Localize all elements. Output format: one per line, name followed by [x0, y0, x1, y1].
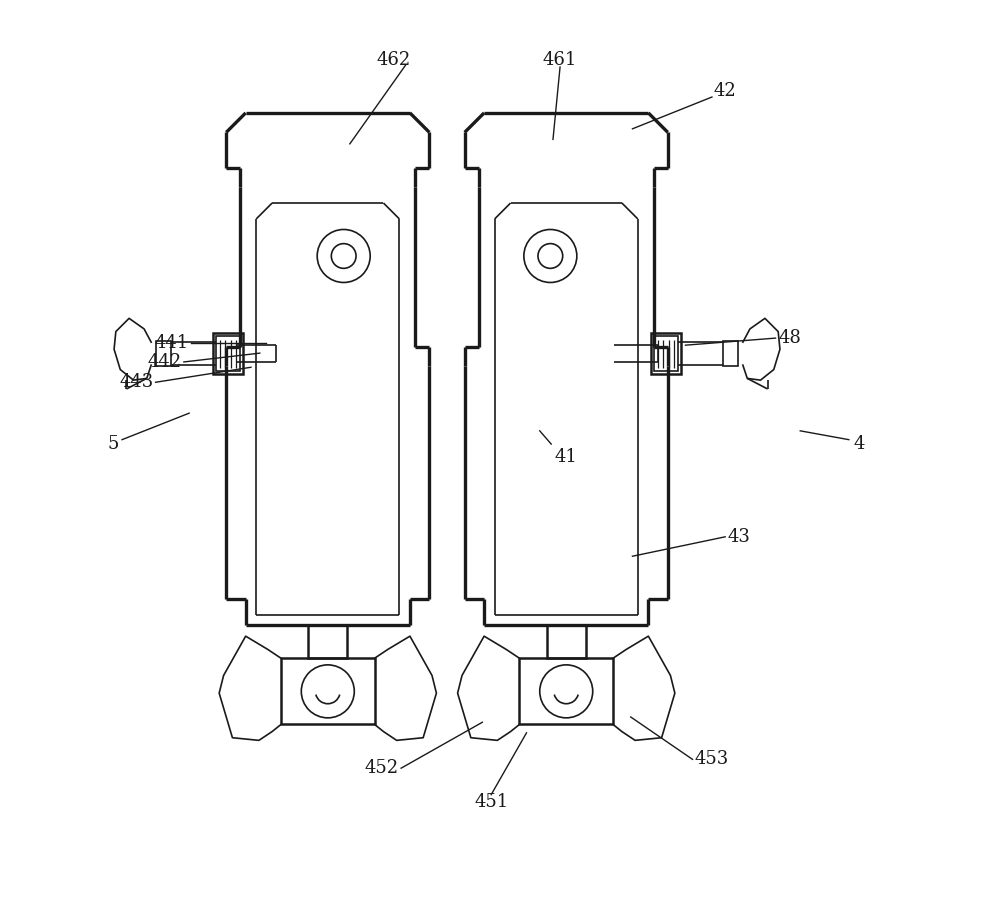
Text: 442: 442 — [148, 353, 182, 371]
Text: 452: 452 — [364, 759, 398, 777]
Text: 41: 41 — [555, 448, 578, 466]
Bar — [216, 336, 240, 371]
Text: 441: 441 — [155, 334, 189, 352]
Text: 443: 443 — [120, 373, 154, 391]
Bar — [654, 336, 678, 371]
Text: 461: 461 — [543, 51, 577, 69]
Text: 462: 462 — [377, 51, 411, 69]
Text: 48: 48 — [778, 329, 801, 347]
Bar — [547, 625, 586, 658]
Text: 4: 4 — [853, 435, 865, 453]
Text: 453: 453 — [694, 751, 729, 769]
Bar — [308, 625, 347, 658]
Bar — [723, 341, 738, 366]
Text: 5: 5 — [107, 435, 118, 453]
Bar — [281, 658, 375, 725]
Text: 43: 43 — [728, 527, 751, 545]
Bar — [156, 341, 171, 366]
Bar — [651, 334, 681, 374]
Text: 42: 42 — [714, 82, 737, 100]
Bar — [519, 658, 613, 725]
Text: 451: 451 — [474, 793, 508, 811]
Bar — [213, 334, 243, 374]
